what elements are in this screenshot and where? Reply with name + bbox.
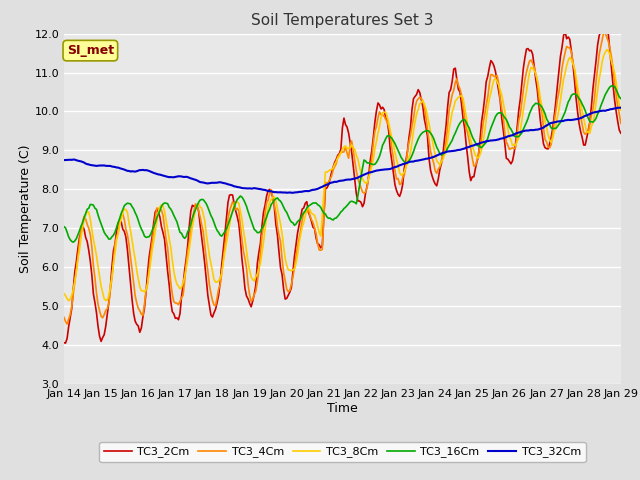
TC3_32Cm [164, 174, 172, 180]
TC3_16Cm [617, 96, 625, 101]
TC3_2Cm [550, 113, 558, 119]
TC3_4Cm [77, 227, 85, 233]
TC3_32Cm [379, 167, 387, 173]
TC3_2Cm [60, 340, 68, 346]
TC3_2Cm [600, 19, 607, 24]
TC3_4Cm [600, 28, 607, 34]
TC3_2Cm [165, 282, 173, 288]
TC3_2Cm [61, 340, 69, 346]
TC3_32Cm [397, 162, 405, 168]
TC3_2Cm [397, 189, 405, 195]
Line: TC3_32Cm: TC3_32Cm [64, 108, 621, 193]
TC3_32Cm [550, 120, 558, 125]
TC3_16Cm [379, 142, 387, 148]
TC3_4Cm [617, 120, 625, 126]
TC3_2Cm [77, 229, 85, 235]
TC3_2Cm [617, 130, 625, 136]
Line: TC3_2Cm: TC3_2Cm [64, 22, 621, 343]
TC3_8Cm [60, 291, 68, 297]
TC3_4Cm [397, 181, 405, 187]
TC3_32Cm [289, 190, 297, 196]
TC3_4Cm [60, 314, 68, 320]
TC3_16Cm [410, 149, 417, 155]
TC3_8Cm [603, 47, 611, 52]
Title: Soil Temperatures Set 3: Soil Temperatures Set 3 [251, 13, 434, 28]
TC3_16Cm [60, 224, 68, 229]
TC3_8Cm [617, 108, 625, 113]
TC3_16Cm [397, 155, 405, 160]
TC3_32Cm [410, 159, 417, 165]
TC3_32Cm [76, 158, 83, 164]
TC3_32Cm [60, 157, 68, 163]
Text: SI_met: SI_met [67, 44, 114, 57]
Line: TC3_8Cm: TC3_8Cm [64, 49, 621, 301]
TC3_16Cm [77, 223, 85, 229]
TC3_8Cm [379, 110, 387, 116]
TC3_8Cm [397, 172, 405, 178]
TC3_4Cm [410, 115, 417, 121]
Line: TC3_16Cm: TC3_16Cm [64, 86, 621, 242]
Legend: TC3_2Cm, TC3_4Cm, TC3_8Cm, TC3_16Cm, TC3_32Cm: TC3_2Cm, TC3_4Cm, TC3_8Cm, TC3_16Cm, TC3… [99, 442, 586, 462]
TC3_32Cm [617, 105, 625, 110]
TC3_16Cm [608, 83, 616, 89]
TC3_2Cm [379, 104, 387, 110]
TC3_16Cm [165, 204, 173, 210]
TC3_4Cm [550, 118, 558, 124]
X-axis label: Time: Time [327, 402, 358, 415]
TC3_8Cm [65, 298, 72, 304]
TC3_8Cm [165, 236, 173, 241]
TC3_4Cm [63, 321, 71, 327]
TC3_8Cm [410, 128, 417, 134]
TC3_8Cm [550, 128, 558, 133]
Y-axis label: Soil Temperature (C): Soil Temperature (C) [19, 144, 31, 273]
TC3_16Cm [69, 240, 77, 245]
TC3_8Cm [77, 235, 85, 240]
TC3_4Cm [165, 263, 173, 268]
TC3_4Cm [379, 112, 387, 118]
Line: TC3_4Cm: TC3_4Cm [64, 31, 621, 324]
TC3_16Cm [550, 125, 558, 131]
TC3_2Cm [410, 96, 417, 101]
